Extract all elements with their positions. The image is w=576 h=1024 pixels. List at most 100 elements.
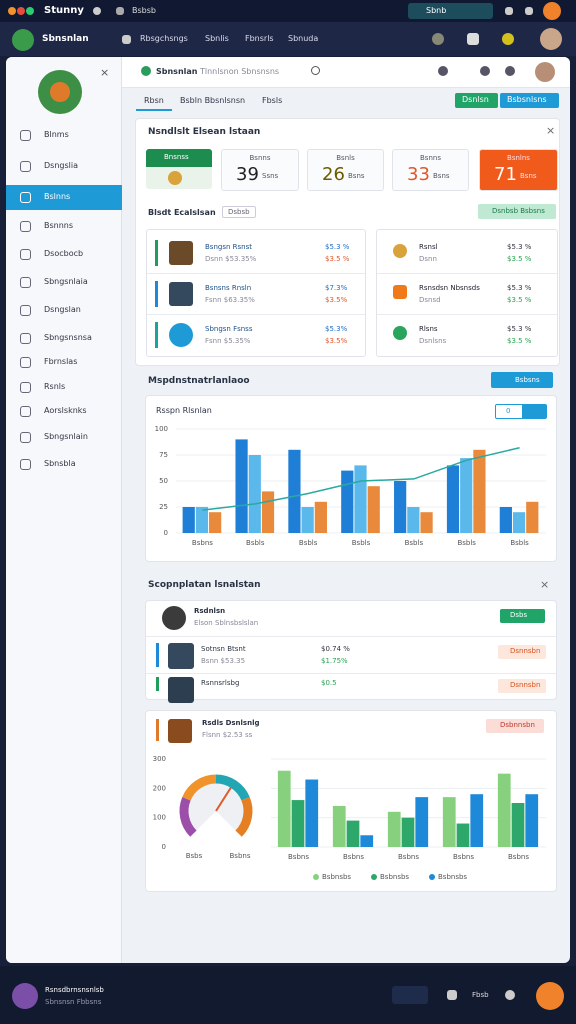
nav-item[interactable]: Sbnuda <box>288 34 319 43</box>
sidebar-item[interactable]: Aorslsknks <box>44 406 87 415</box>
sidebar-icon <box>20 277 31 288</box>
icon <box>168 643 194 669</box>
kpi-value: 71 <box>494 164 517 185</box>
section-subtitle: Blsdt Ecalslsan <box>148 208 216 217</box>
divider <box>146 673 556 674</box>
tag[interactable]: Dsnnsbn <box>498 679 546 693</box>
sidebar-icon <box>20 161 31 172</box>
legend-swatch <box>371 874 377 880</box>
sidebar-item[interactable]: Sbngsnlain <box>44 432 88 441</box>
icon <box>116 7 124 15</box>
nav-bar <box>0 22 576 56</box>
search-field[interactable]: Tlnnlsnon Sbnsnsns <box>200 67 280 76</box>
sidebar-item[interactable]: Dsngslan <box>44 305 81 314</box>
sidebar-icon <box>20 305 31 316</box>
row-value: $5.3 % <box>325 243 350 251</box>
chip[interactable]: Dsbsb <box>222 206 256 218</box>
gauge-label: Bsbs <box>186 852 203 860</box>
icon <box>535 62 555 82</box>
sidebar-item[interactable]: Bsnnns <box>44 221 74 230</box>
row-sub: Fsnn $63.35% <box>205 296 255 304</box>
sidebar-item[interactable]: Dsocbocb <box>44 249 84 258</box>
row-sub: Fsnn $5.35% <box>205 337 251 345</box>
button[interactable]: Bsbsns <box>491 372 553 388</box>
tag[interactable]: Dsnnsbn <box>498 645 546 659</box>
kpi-card: Bsnns 33 Bsns <box>392 149 469 191</box>
icon <box>540 28 562 50</box>
bar <box>446 465 460 533</box>
tab[interactable]: Bsbln Bbsnlsnsn <box>180 96 246 105</box>
close-icon[interactable]: × <box>540 578 550 591</box>
button[interactable]: Dsbnnsbn <box>486 719 544 733</box>
sidebar-item[interactable]: Sbnsbla <box>44 459 76 468</box>
nav-title: Sbnsnlan <box>42 34 89 44</box>
icon <box>12 29 34 51</box>
row-value: $3.5% <box>325 337 348 345</box>
nav-item[interactable]: Rbsgchsngs <box>140 34 188 43</box>
row-value: $3.5 % <box>507 255 532 263</box>
footer-name: Rsnsdbrnsnsnlsb <box>45 986 104 994</box>
bar <box>470 794 484 847</box>
button[interactable]: Dsnlsn <box>455 93 498 108</box>
nav-item[interactable]: Sbnlis <box>205 34 229 43</box>
search-icon[interactable] <box>311 66 320 75</box>
icon-button[interactable] <box>392 986 428 1004</box>
icon <box>162 606 186 630</box>
kpi-value: 26 <box>322 164 345 185</box>
bar <box>415 797 429 847</box>
button[interactable]: Dsbs <box>500 609 545 623</box>
kpi-card: Bsnls 26 Bsns <box>307 149 384 191</box>
language-pill[interactable]: Sbnb <box>408 3 493 19</box>
row-sub: Dsnlsns <box>419 337 447 345</box>
row-sub: Dsnn $53.35% <box>205 255 257 263</box>
bar <box>407 507 420 533</box>
close-icon[interactable]: × <box>100 66 110 79</box>
tab-underline <box>136 109 172 111</box>
gauge-arc <box>215 774 250 801</box>
kpi-sub: Bsns <box>520 172 537 180</box>
sidebar-icon <box>20 406 31 417</box>
footer-label[interactable]: Fbsb <box>472 991 489 999</box>
sidebar-icon <box>20 221 31 232</box>
bar <box>346 820 360 847</box>
tab[interactable]: Rbsn <box>144 96 164 105</box>
kpi-sub: Bsns <box>348 172 365 180</box>
sidebar-item[interactable]: Fbrnslas <box>44 357 78 366</box>
sidebar-item[interactable]: Blnms <box>44 130 69 139</box>
icon <box>543 2 561 20</box>
nav-item[interactable]: Fbnsrls <box>245 34 274 43</box>
row-sub: Flsnn $2.53 ss <box>202 731 253 739</box>
kpi-card: Bsnlns 71 Bsns <box>479 149 558 191</box>
action-button[interactable] <box>536 982 564 1010</box>
row-value: $3.5 % <box>325 255 350 263</box>
bar <box>442 797 456 847</box>
button[interactable]: Bsbsnlsns <box>500 93 559 108</box>
icon <box>169 282 193 306</box>
row-value: $3.5 % <box>507 296 532 304</box>
icon <box>26 7 34 15</box>
row-sub: Dsnsd <box>419 296 441 304</box>
sidebar-item[interactable]: Sbngsnlaia <box>44 277 88 286</box>
bar <box>341 470 354 533</box>
tab[interactable]: Fbsls <box>262 96 283 105</box>
sidebar-item[interactable]: Sbngsnsnsa <box>44 333 92 342</box>
accent <box>156 677 159 691</box>
action-button[interactable]: Dsnbsb Bsbsns <box>478 204 556 219</box>
bar <box>288 449 301 533</box>
close-icon[interactable]: × <box>546 124 556 137</box>
badge-top <box>146 149 212 167</box>
icon <box>12 983 38 1009</box>
sidebar-item[interactable]: Rsnls <box>44 382 66 391</box>
y-tick-label: 100 <box>153 814 166 822</box>
legend-label: Bsbnsbs <box>322 873 351 881</box>
sidebar-item[interactable]: Dsngslia <box>44 161 78 170</box>
y-tick-label: 0 <box>162 843 166 851</box>
sidebar-item[interactable]: Bslnns <box>44 192 71 201</box>
bar <box>195 507 209 533</box>
sidebar-icon <box>20 459 31 470</box>
active-item-bg <box>6 185 122 210</box>
y-tick-label: 25 <box>159 503 168 511</box>
toggle[interactable]: 0 <box>495 404 547 419</box>
y-tick-label: 200 <box>153 784 166 792</box>
bar <box>525 794 539 847</box>
